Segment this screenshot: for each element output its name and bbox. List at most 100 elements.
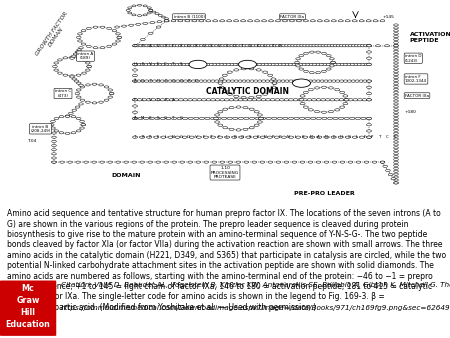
Circle shape	[300, 95, 305, 97]
Circle shape	[104, 99, 109, 101]
Circle shape	[394, 56, 398, 58]
Circle shape	[245, 45, 250, 47]
Circle shape	[117, 37, 122, 39]
Text: D: D	[157, 98, 159, 102]
Text: L: L	[226, 135, 228, 139]
Circle shape	[304, 70, 308, 72]
Text: T: T	[172, 117, 175, 120]
Circle shape	[163, 45, 168, 47]
Circle shape	[207, 80, 212, 82]
Circle shape	[222, 74, 227, 76]
Circle shape	[137, 99, 142, 101]
Text: F: F	[364, 135, 365, 139]
Text: T: T	[241, 44, 243, 48]
Circle shape	[87, 66, 91, 68]
Circle shape	[394, 170, 398, 172]
Text: V: V	[149, 63, 152, 67]
Circle shape	[176, 80, 180, 82]
Circle shape	[227, 71, 232, 73]
Circle shape	[321, 86, 327, 89]
Circle shape	[346, 63, 351, 66]
Circle shape	[177, 117, 182, 120]
Text: K: K	[279, 135, 282, 139]
Circle shape	[304, 80, 309, 82]
Circle shape	[239, 45, 244, 47]
Circle shape	[243, 128, 248, 130]
Circle shape	[181, 45, 186, 47]
Circle shape	[234, 95, 239, 98]
Circle shape	[376, 45, 380, 47]
Circle shape	[394, 59, 398, 61]
Circle shape	[144, 80, 149, 82]
Circle shape	[362, 99, 367, 101]
Circle shape	[243, 99, 248, 101]
Circle shape	[330, 45, 335, 47]
Circle shape	[143, 14, 147, 16]
Circle shape	[311, 117, 316, 120]
Circle shape	[81, 124, 86, 126]
Circle shape	[155, 99, 161, 101]
Circle shape	[394, 24, 398, 26]
Circle shape	[136, 63, 141, 66]
Circle shape	[318, 45, 323, 47]
Text: M: M	[141, 117, 144, 120]
Circle shape	[132, 80, 138, 82]
Text: V: V	[218, 44, 220, 48]
Text: H: H	[134, 63, 136, 67]
Circle shape	[183, 80, 188, 82]
Circle shape	[394, 47, 398, 49]
Circle shape	[331, 20, 336, 22]
Circle shape	[58, 59, 62, 61]
Circle shape	[132, 105, 138, 107]
Text: G: G	[180, 117, 182, 120]
Circle shape	[226, 80, 231, 82]
Circle shape	[311, 63, 316, 66]
Text: DOMAIN: DOMAIN	[111, 172, 141, 177]
Circle shape	[195, 80, 200, 82]
Circle shape	[222, 90, 227, 92]
Text: G: G	[180, 135, 182, 139]
Circle shape	[261, 80, 266, 82]
Circle shape	[394, 164, 398, 166]
Text: L: L	[295, 135, 297, 139]
Circle shape	[213, 117, 219, 120]
Circle shape	[86, 101, 90, 103]
Circle shape	[394, 129, 398, 131]
Circle shape	[198, 63, 203, 66]
Circle shape	[160, 117, 165, 120]
Circle shape	[194, 45, 198, 47]
Text: P: P	[371, 135, 373, 139]
Circle shape	[325, 63, 330, 66]
Circle shape	[300, 45, 305, 47]
Text: S: S	[225, 44, 228, 48]
Circle shape	[293, 45, 298, 47]
Circle shape	[238, 80, 243, 82]
Circle shape	[359, 20, 364, 22]
Circle shape	[366, 63, 372, 66]
Circle shape	[258, 117, 264, 120]
Circle shape	[331, 136, 336, 138]
Text: intron A
(189): intron A (189)	[77, 52, 94, 61]
Circle shape	[54, 118, 58, 120]
Circle shape	[249, 127, 254, 129]
Circle shape	[133, 45, 137, 47]
Text: K: K	[256, 44, 259, 48]
Circle shape	[108, 161, 112, 163]
Circle shape	[216, 117, 221, 120]
Circle shape	[164, 20, 169, 22]
Circle shape	[220, 20, 225, 22]
Circle shape	[348, 45, 353, 47]
Circle shape	[86, 27, 91, 29]
Circle shape	[72, 55, 76, 57]
Text: H: H	[157, 79, 159, 83]
Circle shape	[189, 60, 207, 69]
Circle shape	[316, 117, 321, 120]
Text: https://ommbid.mhmedical.com/Downloadimage.aspx?image=/data/Books/971/ch169fg9.p: https://ommbid.mhmedical.com/Downloadima…	[61, 305, 450, 311]
Circle shape	[132, 117, 138, 120]
Circle shape	[256, 95, 261, 98]
Circle shape	[75, 93, 80, 95]
Circle shape	[76, 74, 81, 76]
Text: FACTOR IXa: FACTOR IXa	[280, 15, 305, 19]
Circle shape	[380, 161, 385, 163]
Circle shape	[254, 45, 259, 47]
